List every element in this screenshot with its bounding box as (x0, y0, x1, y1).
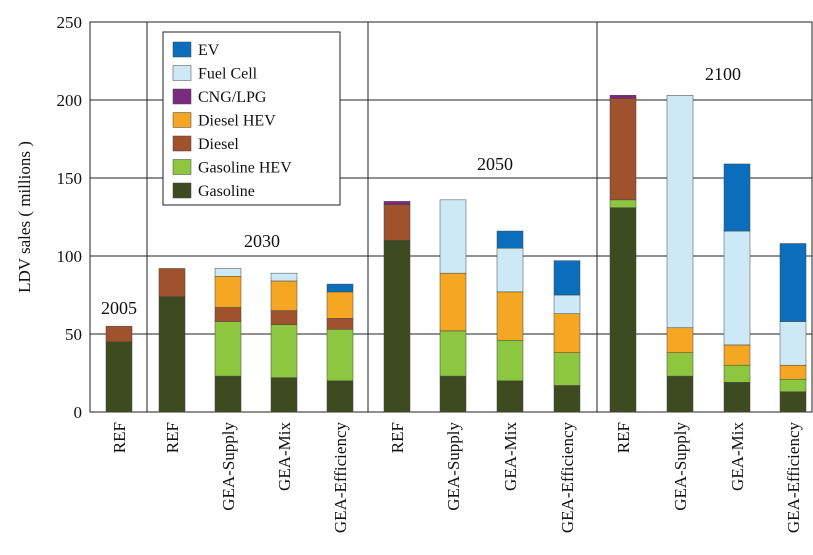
bar-segment (666, 95, 694, 329)
y-tick-label: 100 (57, 247, 83, 266)
bar-segment (553, 352, 581, 386)
bar-segment (496, 247, 524, 293)
x-tick-label: GEA-Mix (275, 422, 294, 491)
bar-segment (779, 378, 807, 392)
bar-segment (666, 327, 694, 353)
x-tick-label: REF (614, 422, 633, 453)
bar-segment (270, 272, 298, 282)
bar-segment (723, 364, 751, 383)
group-label: 2100 (705, 64, 741, 84)
bar-segment (105, 341, 133, 413)
group-label: 2005 (101, 298, 137, 318)
bar-segment (779, 243, 807, 322)
bar-segment (105, 325, 133, 343)
bar-segment (214, 268, 242, 277)
bar-segment (779, 321, 807, 366)
bar-segment (496, 291, 524, 341)
bar-segment (270, 310, 298, 325)
bar-segment (158, 296, 186, 413)
bar-segment (609, 98, 637, 201)
legend-swatch (172, 41, 192, 58)
bar-segment (270, 324, 298, 378)
bar-segment (270, 377, 298, 413)
y-tick-label: 50 (65, 325, 82, 344)
bar-segment (326, 318, 354, 330)
bar-segment (326, 283, 354, 293)
legend-swatch (172, 112, 192, 128)
bar-segment (383, 201, 411, 205)
bar-segment (326, 380, 354, 413)
bar-segment (439, 330, 467, 377)
bar-segment (609, 95, 637, 99)
legend-label: CNG/LPG (198, 89, 267, 106)
y-tick-label: 250 (57, 13, 83, 32)
x-tick-label: REF (163, 422, 182, 453)
bar-segment (666, 352, 694, 377)
legend-swatch (172, 88, 192, 105)
legend-swatch (172, 182, 192, 199)
bar-segment (609, 199, 637, 208)
bar-segment (723, 382, 751, 413)
y-tick-label: 200 (57, 91, 83, 110)
bar-segment (553, 313, 581, 353)
bar-segment (496, 339, 524, 382)
bar-segment (383, 204, 411, 241)
x-tick-label: REF (110, 422, 129, 453)
bar-segment (326, 329, 354, 382)
legend-label: Fuel Cell (198, 66, 258, 83)
x-tick-label: GEA-Efficiency (784, 422, 803, 534)
x-tick-label: GEA-Efficiency (331, 422, 350, 534)
bar-segment (553, 260, 581, 296)
bar-segment (383, 240, 411, 413)
y-axis-label: LDV sales ( millions ) (15, 141, 34, 293)
bar-segment (326, 291, 354, 319)
legend-swatch (172, 159, 192, 175)
bar-segment (723, 163, 751, 232)
bar-segment (439, 199, 467, 274)
group-label: 2030 (244, 231, 280, 251)
legend-swatch (172, 65, 192, 81)
bar-segment (439, 375, 467, 413)
y-tick-label: 0 (74, 403, 83, 422)
bar-segment (214, 321, 242, 377)
x-tick-label: GEA-Supply (444, 422, 463, 511)
y-tick-label: 150 (57, 169, 83, 188)
bar-segment (214, 307, 242, 322)
bar-segment (609, 207, 637, 413)
bar-segment (779, 364, 807, 380)
legend-label: Gasoline HEV (198, 160, 292, 177)
bar-segment (723, 344, 751, 366)
legend-label: Diesel HEV (198, 113, 276, 130)
bar-segment (553, 294, 581, 314)
bar-segment (666, 375, 694, 413)
x-tick-label: REF (388, 422, 407, 453)
x-tick-label: GEA-Supply (671, 422, 690, 511)
legend-swatch (172, 135, 192, 152)
bar-segment (723, 230, 751, 346)
bar-segment (439, 272, 467, 332)
bar-segment (158, 268, 186, 297)
bar-segment (779, 391, 807, 413)
bar-segment (270, 280, 298, 311)
bar-segment (553, 385, 581, 413)
legend-label: Diesel (198, 136, 239, 153)
bar-segment (496, 230, 524, 249)
x-tick-label: GEA-Efficiency (558, 422, 577, 534)
legend-label: Gasoline (198, 183, 255, 200)
legend-label: EV (198, 42, 220, 59)
bar-segment (214, 276, 242, 308)
group-label: 2050 (477, 154, 513, 174)
bar-segment (496, 380, 524, 413)
legend-box (162, 31, 341, 206)
bar-segment (214, 375, 242, 413)
x-tick-label: GEA-Supply (219, 422, 238, 511)
x-tick-label: GEA-Mix (501, 422, 520, 491)
x-tick-label: GEA-Mix (728, 422, 747, 491)
